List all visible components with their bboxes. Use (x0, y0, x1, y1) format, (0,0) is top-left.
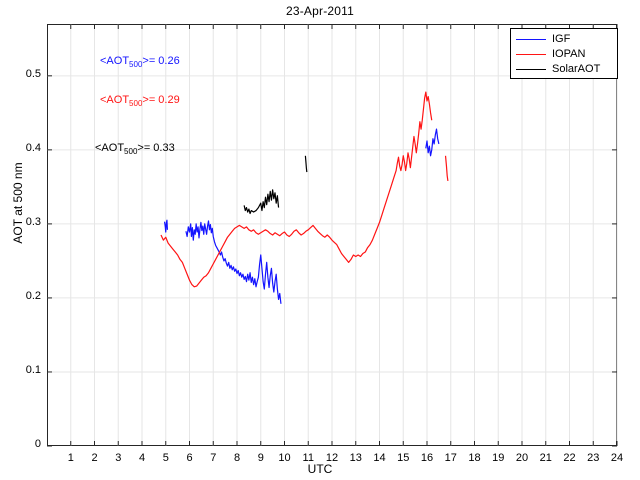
y-tick-label: 0.5 (25, 67, 41, 80)
legend-label-iopan: IOPAN (552, 48, 586, 60)
y-axis-label: AOT at 500 nm (11, 162, 25, 244)
x-tick-label: 5 (162, 452, 169, 464)
x-tick-label: 4 (138, 452, 146, 464)
y-tick-label: 0 (34, 438, 41, 450)
x-tick-label: 14 (373, 452, 386, 464)
series-line-iopan (444, 155, 449, 182)
x-tick-label: 7 (210, 452, 217, 464)
legend-entry-solaraot: SolarAOT (511, 62, 617, 77)
series-line-iopan (160, 91, 433, 288)
x-tick-label: 8 (233, 452, 241, 464)
x-tick-label: 1 (67, 452, 74, 464)
legend-swatch-igf (516, 39, 546, 40)
x-tick-label: 3 (115, 452, 122, 464)
gridlines (47, 24, 618, 446)
chart-title: 23-Apr-2011 (285, 4, 355, 18)
annotation-mean-aot-0: <AOT500>= 0.26 (100, 55, 180, 70)
x-tick-label: 12 (325, 452, 339, 464)
series-line-igf (425, 128, 440, 157)
y-tick-label: 0.2 (25, 289, 41, 302)
x-tick-label: 10 (278, 452, 291, 464)
annotation-mean-aot-2: <AOT500>= 0.33 (95, 142, 175, 157)
series-line-igf (163, 219, 169, 233)
x-tick-label: 19 (492, 452, 505, 464)
x-tick-label: 20 (515, 452, 529, 464)
x-tick-label: 9 (257, 452, 264, 464)
legend-label-igf: IGF (552, 33, 571, 45)
x-tick-label: 16 (420, 452, 434, 464)
x-tick-label: 13 (349, 452, 362, 464)
y-tick-label: 0.1 (25, 363, 41, 376)
legend-entry-iopan: IOPAN (511, 47, 617, 62)
series-line-solaraot (304, 155, 308, 173)
legend-swatch-solaraot (516, 69, 546, 70)
x-tick-label: 6 (186, 452, 193, 464)
legend-swatch-iopan (516, 54, 546, 55)
x-tick-label: 15 (397, 452, 410, 464)
legend: IGF IOPAN SolarAOT (510, 28, 618, 79)
x-tick-label: 22 (563, 452, 576, 464)
x-tick-label: 21 (539, 452, 552, 464)
x-tick-label: 2 (91, 452, 98, 464)
x-tick-label: 17 (444, 452, 457, 464)
legend-entry-igf: IGF (511, 32, 617, 47)
series-line-solaraot (243, 189, 280, 215)
x-axis-label: UTC (307, 462, 333, 476)
data-series-layer (160, 91, 449, 304)
x-tick-label: 23 (587, 452, 600, 464)
x-tick-label: 24 (610, 452, 624, 464)
legend-label-solaraot: SolarAOT (552, 63, 601, 75)
annotation-mean-aot-1: <AOT500>= 0.29 (100, 94, 180, 109)
y-tick-label: 0.3 (25, 215, 41, 228)
x-tick-label: 11 (302, 452, 314, 464)
series-line-igf (185, 220, 282, 304)
x-tick-label: 18 (468, 452, 481, 464)
y-tick-label: 0.4 (25, 141, 41, 154)
